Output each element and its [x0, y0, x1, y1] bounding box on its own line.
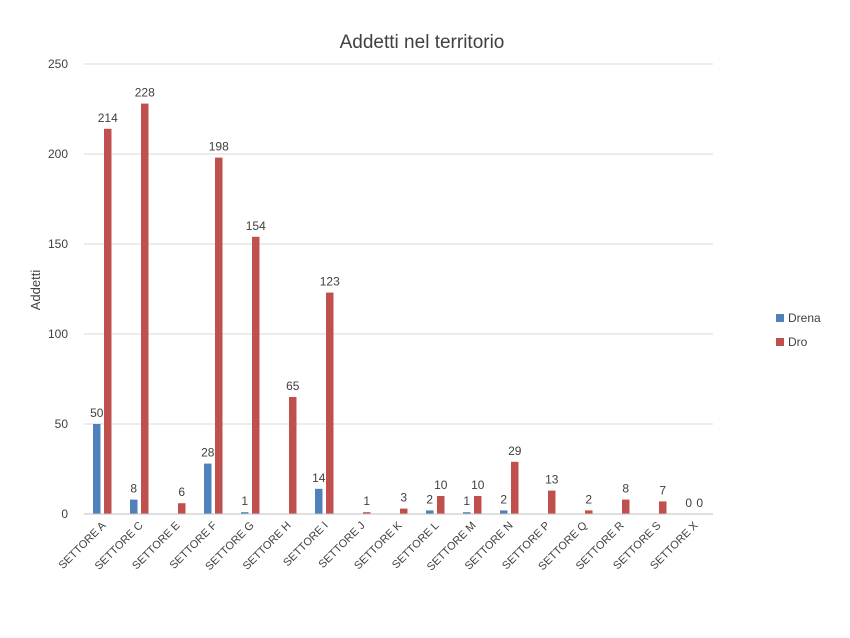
bar-drena-settore-m — [463, 512, 471, 514]
bar-dro-settore-a — [104, 128, 112, 515]
data-label: 3 — [400, 491, 407, 505]
bar-drena-settore-n — [500, 510, 508, 514]
bar-dro-settore-f — [215, 157, 223, 514]
bar-dro-settore-s — [659, 501, 667, 514]
data-label: 10 — [434, 478, 448, 492]
data-label: 28 — [201, 446, 215, 460]
y-tick-label: 250 — [48, 57, 68, 71]
data-label: 7 — [659, 483, 666, 497]
data-label: 1 — [463, 494, 470, 508]
data-label: 228 — [135, 86, 155, 100]
data-label: 1 — [363, 494, 370, 508]
bar-dro-settore-j — [363, 512, 371, 514]
data-label: 8 — [622, 482, 629, 496]
data-label: 50 — [90, 406, 104, 420]
bar-drena-settore-g — [241, 512, 249, 514]
data-label: 0 — [685, 496, 692, 510]
bar-dro-settore-e — [178, 503, 186, 514]
data-label: 2 — [585, 492, 592, 506]
data-label: 6 — [178, 485, 185, 499]
y-tick-label: 0 — [61, 507, 68, 521]
y-axis-label: Addetti — [28, 270, 43, 311]
data-label: 154 — [246, 219, 266, 233]
bar-dro-settore-q — [585, 510, 593, 514]
bar-dro-settore-n — [511, 461, 519, 514]
gridlines — [84, 63, 713, 425]
bar-drena-settore-l — [426, 510, 434, 514]
legend-swatch-drena — [776, 314, 784, 322]
data-label: 29 — [508, 444, 522, 458]
legend-label-drena: Drena — [788, 311, 821, 325]
data-label: 8 — [130, 482, 137, 496]
bar-drena-settore-i — [315, 488, 323, 514]
data-label: 2 — [426, 492, 433, 506]
chart-title: Addetti nel territorio — [340, 32, 505, 53]
data-label: 0 — [696, 496, 703, 510]
y-axis-ticks: 0 50 100 150 200 250 — [48, 57, 68, 521]
bar-dro-settore-r — [622, 499, 630, 514]
bar-drena-settore-f — [204, 463, 212, 514]
bar-dro-settore-m — [474, 496, 482, 514]
legend-label-dro: Dro — [788, 335, 808, 349]
bar-dro-settore-g — [252, 236, 260, 515]
data-label: 10 — [471, 478, 485, 492]
bar-dro-settore-c — [141, 103, 149, 514]
y-tick-label: 50 — [55, 417, 69, 431]
data-label: 65 — [286, 379, 300, 393]
bars — [93, 103, 667, 515]
bar-dro-settore-l — [437, 496, 445, 514]
data-label: 214 — [98, 111, 118, 125]
bar-drena-settore-a — [93, 424, 101, 514]
legend: Drena Dro — [776, 311, 821, 349]
bar-drena-settore-c — [130, 499, 138, 514]
data-label: 2 — [500, 492, 507, 506]
bar-dro-settore-h — [289, 397, 297, 514]
bar-dro-settore-k — [400, 508, 408, 514]
y-tick-label: 100 — [48, 327, 68, 341]
y-tick-label: 200 — [48, 147, 68, 161]
data-label: 13 — [545, 473, 559, 487]
data-label: 123 — [320, 275, 340, 289]
legend-swatch-dro — [776, 338, 784, 346]
data-label: 198 — [209, 140, 229, 154]
bar-dro-settore-p — [548, 490, 556, 514]
data-label: 14 — [312, 471, 326, 485]
data-label: 1 — [241, 494, 248, 508]
y-tick-label: 150 — [48, 237, 68, 251]
bar-dro-settore-i — [326, 292, 334, 514]
